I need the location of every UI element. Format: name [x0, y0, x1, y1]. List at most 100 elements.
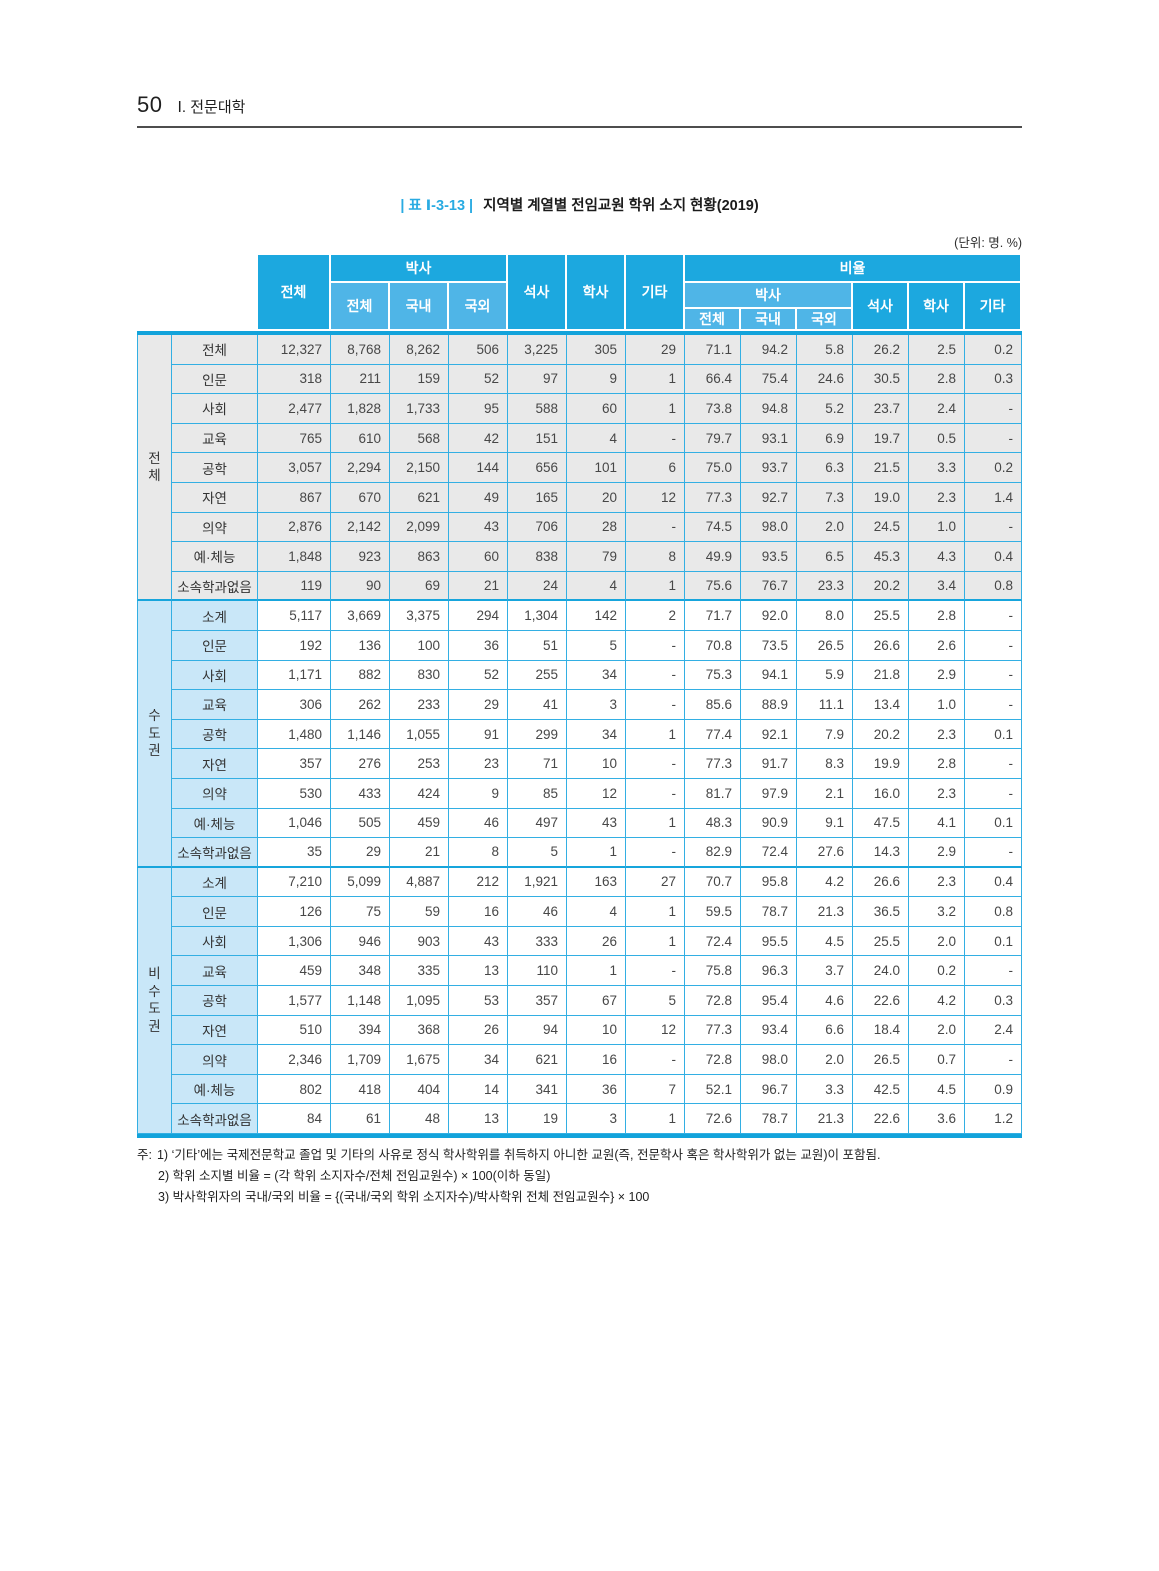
- value-cell: 4,887: [390, 867, 449, 898]
- category-cell: 소속학과없음: [172, 571, 258, 602]
- value-cell: 1: [567, 956, 626, 987]
- value-cell: 60: [449, 542, 508, 572]
- value-cell: 1,577: [258, 986, 331, 1016]
- category-cell: 사회: [172, 394, 258, 424]
- value-cell: -: [626, 630, 685, 661]
- value-cell: 1,709: [331, 1045, 390, 1075]
- value-cell: 71.7: [685, 601, 741, 631]
- value-cell: 1: [626, 808, 685, 839]
- value-cell: 1,304: [508, 601, 567, 631]
- category-cell: 사회: [172, 660, 258, 691]
- value-cell: 0.4: [965, 542, 1022, 572]
- value-cell: 2.4: [909, 394, 965, 424]
- value-cell: 77.4: [685, 719, 741, 750]
- value-cell: 85: [508, 778, 567, 809]
- value-cell: 96.3: [741, 956, 797, 987]
- value-cell: 299: [508, 719, 567, 750]
- bottom-thick-rule: [137, 1134, 1022, 1139]
- category-cell: 자연: [172, 749, 258, 779]
- value-cell: 93.5: [741, 542, 797, 572]
- note-line: 3) 박사학위자의 국내/국외 비율 = {(국내/국외 학위 소지자수)/박사…: [158, 1190, 650, 1205]
- value-cell: 74.5: [685, 512, 741, 543]
- value-cell: 92.7: [741, 482, 797, 513]
- value-cell: 2.3: [909, 719, 965, 750]
- value-cell: 70.7: [685, 867, 741, 898]
- value-cell: 2,294: [331, 453, 390, 483]
- value-cell: 98.0: [741, 1045, 797, 1075]
- header-ratio: 비율: [685, 255, 1022, 283]
- value-cell: 8: [449, 838, 508, 868]
- value-cell: 5: [508, 838, 567, 868]
- note-prefix: 주:: [137, 1148, 152, 1163]
- value-cell: 26.6: [853, 867, 909, 898]
- value-cell: 2.0: [797, 512, 853, 543]
- value-cell: 0.8: [965, 571, 1022, 602]
- value-cell: 21.5: [853, 453, 909, 483]
- value-cell: 1: [626, 897, 685, 927]
- value-cell: 72.4: [685, 926, 741, 957]
- value-cell: 94.8: [741, 394, 797, 424]
- value-cell: 335: [390, 956, 449, 987]
- value-cell: 262: [331, 690, 390, 720]
- value-cell: 4.3: [909, 542, 965, 572]
- category-cell: 소계: [172, 867, 258, 898]
- value-cell: 60: [567, 394, 626, 424]
- value-cell: 72.4: [741, 838, 797, 868]
- value-cell: 1,146: [331, 719, 390, 750]
- value-cell: 1,848: [258, 542, 331, 572]
- value-cell: 34: [567, 660, 626, 691]
- header-masters: 석사: [508, 255, 567, 331]
- value-cell: -: [965, 660, 1022, 691]
- value-cell: 110: [508, 956, 567, 987]
- value-cell: 19.7: [853, 423, 909, 454]
- category-cell: 공학: [172, 986, 258, 1016]
- value-cell: 21.3: [797, 1104, 853, 1135]
- value-cell: 2.9: [909, 838, 965, 868]
- header-ratio-others: 기타: [965, 283, 1022, 331]
- value-cell: 6.9: [797, 423, 853, 454]
- value-cell: 5: [626, 986, 685, 1016]
- value-cell: 75.0: [685, 453, 741, 483]
- value-cell: 1,055: [390, 719, 449, 750]
- value-cell: 77.3: [685, 1015, 741, 1046]
- value-cell: 47.5: [853, 808, 909, 839]
- header-total: 전체: [258, 255, 331, 331]
- value-cell: 830: [390, 660, 449, 691]
- value-cell: 163: [567, 867, 626, 898]
- value-cell: 2,346: [258, 1045, 331, 1075]
- value-cell: 0.2: [965, 453, 1022, 483]
- value-cell: 59.5: [685, 897, 741, 927]
- value-cell: 1,046: [258, 808, 331, 839]
- value-cell: -: [626, 512, 685, 543]
- value-cell: 5,099: [331, 867, 390, 898]
- value-cell: 27: [626, 867, 685, 898]
- value-cell: 4.6: [797, 986, 853, 1016]
- value-cell: 16: [567, 1045, 626, 1075]
- value-cell: 3,057: [258, 453, 331, 483]
- category-cell: 자연: [172, 1015, 258, 1046]
- value-cell: 0.3: [965, 364, 1022, 395]
- value-cell: -: [626, 956, 685, 987]
- category-cell: 의약: [172, 1045, 258, 1075]
- value-cell: 2.3: [909, 482, 965, 513]
- value-cell: 5.2: [797, 394, 853, 424]
- value-cell: 2,876: [258, 512, 331, 543]
- value-cell: 53: [449, 986, 508, 1016]
- value-cell: 706: [508, 512, 567, 543]
- value-cell: 276: [331, 749, 390, 779]
- value-cell: 2.3: [909, 778, 965, 809]
- value-cell: 318: [258, 364, 331, 395]
- value-cell: 90: [331, 571, 390, 602]
- value-cell: 69: [390, 571, 449, 602]
- header-doctorate: 박사: [331, 255, 508, 283]
- value-cell: 94: [508, 1015, 567, 1046]
- value-cell: 46: [508, 897, 567, 927]
- value-cell: -: [626, 690, 685, 720]
- value-cell: 72.8: [685, 986, 741, 1016]
- header-others: 기타: [626, 255, 685, 331]
- value-cell: 97.9: [741, 778, 797, 809]
- value-cell: 21.3: [797, 897, 853, 927]
